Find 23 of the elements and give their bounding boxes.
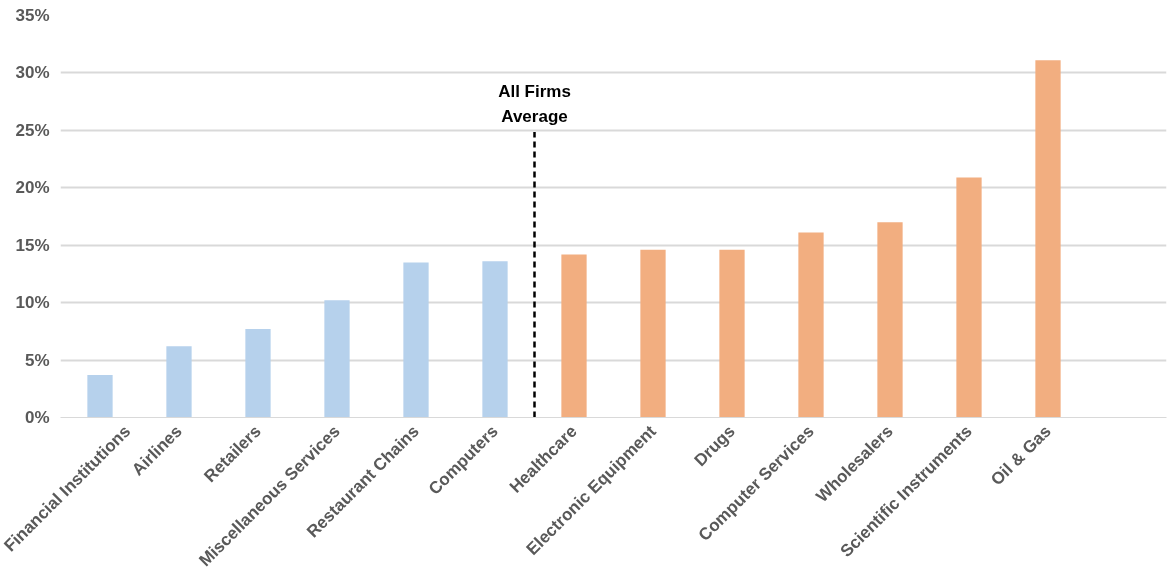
bar bbox=[324, 300, 350, 418]
y-tick-label: 20% bbox=[15, 178, 50, 198]
bar bbox=[561, 254, 587, 418]
bar bbox=[1035, 60, 1061, 418]
bar bbox=[956, 177, 982, 418]
y-tick-label: 35% bbox=[15, 6, 50, 25]
bar bbox=[87, 375, 113, 418]
bar bbox=[877, 222, 903, 418]
y-tick-label: 25% bbox=[15, 120, 50, 140]
bar bbox=[798, 232, 824, 418]
y-tick-label: 0% bbox=[24, 408, 50, 427]
y-tick-label: 10% bbox=[15, 293, 50, 313]
bar bbox=[640, 249, 666, 418]
bar bbox=[482, 261, 508, 418]
x-tick-label: Oil & Gas bbox=[987, 421, 1055, 490]
bar bbox=[719, 249, 745, 418]
y-tick-label: 30% bbox=[15, 63, 50, 83]
y-tick-label: 5% bbox=[24, 350, 50, 370]
bar bbox=[166, 346, 192, 418]
bar bbox=[245, 329, 271, 418]
y-tick-label: 15% bbox=[15, 235, 50, 255]
annotation: All Firms Average bbox=[498, 82, 571, 127]
bar bbox=[403, 262, 429, 418]
